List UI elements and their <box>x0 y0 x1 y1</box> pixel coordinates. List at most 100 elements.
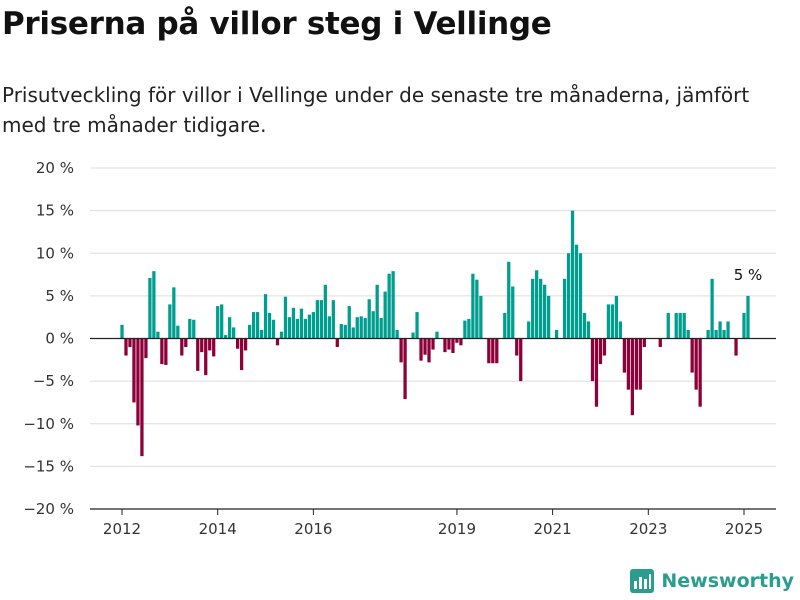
bar <box>578 253 583 339</box>
bar <box>570 210 575 339</box>
bar <box>235 338 240 349</box>
bar <box>224 335 228 339</box>
bar <box>582 312 587 339</box>
bar <box>152 271 156 339</box>
bar <box>271 319 276 339</box>
bar <box>630 338 634 416</box>
bar <box>279 331 284 339</box>
bar <box>706 329 710 339</box>
x-axis-ticks: 2012 2014 2016 2019 2021 2023 2025 <box>103 509 763 538</box>
bar <box>610 304 615 339</box>
bar <box>694 338 698 390</box>
y-tick-label: 0 % <box>45 330 74 348</box>
y-tick-label: −15 % <box>23 457 74 475</box>
bar <box>734 338 738 356</box>
bar <box>387 273 391 339</box>
bar <box>714 329 718 339</box>
grid-lines <box>90 167 776 467</box>
bar <box>626 338 631 390</box>
bar <box>371 311 375 339</box>
bar <box>586 321 591 339</box>
bar <box>562 278 567 339</box>
bar <box>144 338 148 359</box>
bar <box>220 304 224 339</box>
bar <box>475 279 479 339</box>
bar <box>447 338 451 350</box>
bar <box>212 338 216 357</box>
bar <box>124 338 128 356</box>
bar <box>574 244 579 339</box>
bar <box>263 294 268 339</box>
x-tick-label: 2019 <box>438 520 476 538</box>
bar <box>315 300 320 339</box>
y-tick-label: −10 % <box>23 415 74 433</box>
x-tick-label: 2023 <box>629 520 667 538</box>
bar <box>339 324 343 339</box>
bar <box>184 338 188 348</box>
bar <box>411 332 415 339</box>
bar <box>335 338 339 348</box>
bar <box>180 338 184 356</box>
bar <box>168 304 172 339</box>
bar <box>176 325 180 339</box>
bar <box>347 306 351 339</box>
bar <box>120 324 124 339</box>
bar <box>267 312 272 339</box>
bar <box>399 338 403 363</box>
bar <box>247 324 252 339</box>
bar <box>507 261 511 339</box>
bar <box>690 338 694 373</box>
bar <box>674 312 678 339</box>
bar <box>503 312 507 339</box>
bar <box>487 338 491 364</box>
bar <box>196 338 200 371</box>
bar <box>291 307 296 339</box>
latest-value-label: 5 % <box>734 266 763 284</box>
bar <box>200 338 204 353</box>
bar <box>172 287 176 339</box>
x-tick-label: 2012 <box>103 520 141 538</box>
bar <box>459 338 463 346</box>
bar <box>188 318 192 339</box>
brand-name: Newsworthy <box>661 570 794 592</box>
bar <box>519 338 523 382</box>
bar <box>554 329 559 339</box>
bar <box>455 338 459 343</box>
bar <box>539 278 543 339</box>
bar <box>479 295 483 339</box>
bar <box>303 318 308 339</box>
bar <box>311 312 316 339</box>
bar <box>415 312 419 339</box>
page-title: Priserna på villor steg i Vellinge <box>2 6 552 42</box>
bar <box>156 331 160 339</box>
bar <box>495 338 499 364</box>
y-tick-label: 10 % <box>36 244 74 262</box>
bar <box>299 308 304 339</box>
y-tick-label: 5 % <box>45 287 74 305</box>
bar <box>375 284 379 339</box>
bar <box>622 338 627 373</box>
bar <box>710 278 714 339</box>
bar <box>192 319 196 339</box>
bar <box>307 314 312 339</box>
bar <box>251 312 256 339</box>
bar <box>228 317 232 339</box>
x-tick-label: 2016 <box>294 520 332 538</box>
bar <box>527 321 531 339</box>
bar <box>546 295 551 339</box>
bar <box>343 324 347 339</box>
y-tick-label: −20 % <box>23 500 74 518</box>
bar <box>275 338 280 346</box>
bar <box>463 320 467 339</box>
y-tick-label: −5 % <box>33 372 74 390</box>
bar <box>204 338 208 376</box>
bar <box>491 338 495 364</box>
bar <box>132 338 136 403</box>
bar <box>423 338 427 355</box>
bar <box>698 338 702 407</box>
bar <box>746 295 750 339</box>
bar <box>682 312 686 339</box>
bar <box>160 338 164 365</box>
bar <box>355 317 359 339</box>
